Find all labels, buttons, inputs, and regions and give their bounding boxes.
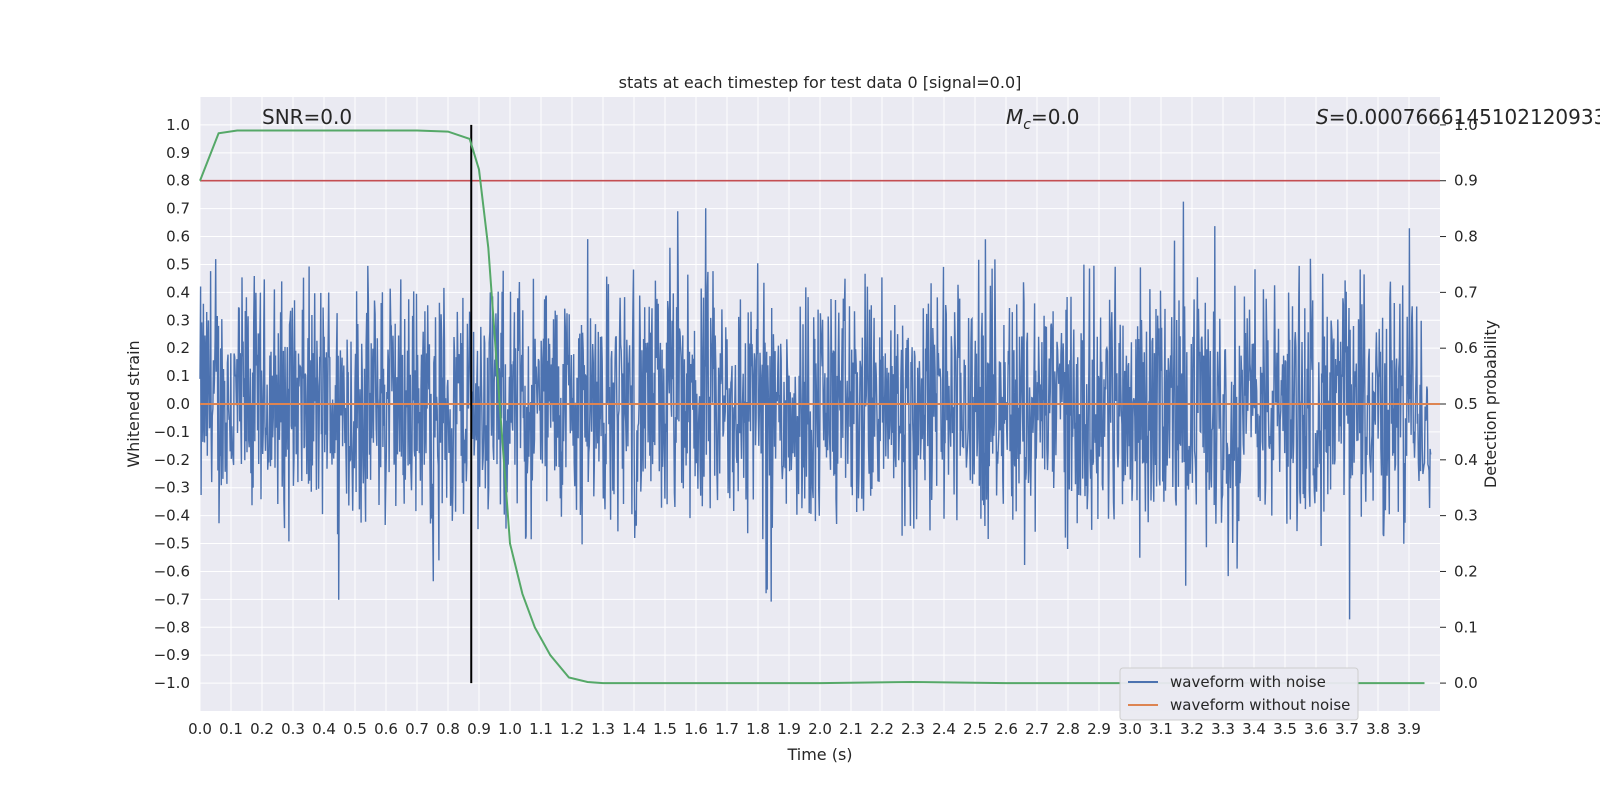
mc-symbol: M [1006,105,1023,129]
x-tick-label: 2.6 [994,720,1018,738]
y-tick-label: −0.1 [154,423,190,441]
y2-tick-label: 0.8 [1454,228,1478,246]
x-tick-label: 2.0 [808,720,832,738]
y-tick-label: 1.0 [166,116,190,134]
y-tick-label: 0.3 [166,311,190,329]
y-tick-label: 0.0 [166,395,190,413]
x-tick-label: 0.8 [436,720,460,738]
s-symbol: S [1316,105,1329,129]
y2-tick-label: 1.0 [1454,116,1478,134]
s-annotation: S=0.0007666145102120933 [1316,105,1600,129]
y-tick-label: −0.9 [154,646,190,664]
y2-tick-label: 0.9 [1454,172,1478,190]
legend-noise-label: waveform with noise [1170,673,1326,691]
x-tick-label: 3.9 [1397,720,1421,738]
y-tick-label: 0.4 [166,283,190,301]
x-tick-label: 0.4 [312,720,336,738]
x-tick-label: 0.7 [405,720,429,738]
x-tick-label: 3.7 [1335,720,1359,738]
y-tick-label: 0.9 [166,144,190,162]
x-tick-label: 1.7 [715,720,739,738]
x-tick-label: 2.1 [839,720,863,738]
y-tick-label: 0.5 [166,255,190,273]
x-tick-label: 3.1 [1149,720,1173,738]
x-tick-label: 3.5 [1273,720,1297,738]
x-tick-label: 2.3 [901,720,925,738]
x-tick-label: 3.4 [1242,720,1266,738]
x-tick-label: 1.8 [746,720,770,738]
y2-tick-label: 0.3 [1454,507,1478,525]
x-tick-label: 3.3 [1211,720,1235,738]
y2-tick-label: 0.4 [1454,451,1478,469]
y-tick-label: −0.6 [154,562,190,580]
snr-annotation: SNR=0.0 [262,105,352,129]
y-tick-label: 0.8 [166,172,190,190]
y-tick-label: −0.8 [154,618,190,636]
chart-title: stats at each timestep for test data 0 [… [619,73,1022,92]
s-value: =0.0007666145102120933 [1329,105,1600,129]
y2-tick-label: 0.6 [1454,339,1478,357]
x-tick-label: 1.6 [684,720,708,738]
reference-lines [199,124,1440,685]
mc-subscript: c [1023,117,1031,133]
y-tick-label: −1.0 [154,674,190,692]
x-axis-label: Time (s) [786,745,852,764]
x-tick-label: 1.5 [653,720,677,738]
x-tick-label: 3.2 [1180,720,1204,738]
y2-tick-label: 0.2 [1454,562,1478,580]
x-tick-label: 0.5 [343,720,367,738]
x-tick-label: 1.0 [498,720,522,738]
x-tick-label: 1.4 [622,720,646,738]
y-tick-label: 0.7 [166,200,190,218]
x-tick-label: 3.8 [1366,720,1390,738]
noise-line [199,201,1432,620]
noise-series [199,201,1432,620]
y-tick-label: −0.3 [154,479,190,497]
legend-box [1119,667,1359,721]
y2-tick-label: 0.0 [1454,674,1478,692]
x-tick-label: 2.8 [1056,720,1080,738]
ticks: 0.0 0.1 0.2 0.3 0.4 0.5 0.6 0.7 0.8 0.9 1.0 1.1 1.2 1… [154,116,1478,738]
x-tick-label: 2.2 [870,720,894,738]
x-tick-label: 2.5 [963,720,987,738]
y-axis-label: Whitened strain [124,340,143,467]
detection-probability-line [199,129,1425,685]
legend-clean-label: waveform without noise [1170,696,1350,714]
x-tick-label: 1.9 [777,720,801,738]
y-tick-label: 0.2 [166,339,190,357]
mc-value: =0.0 [1031,105,1080,129]
y-tick-label: −0.5 [154,535,190,553]
mc-annotation: Mc=0.0 [1006,105,1080,133]
x-tick-label: 0.1 [219,720,243,738]
x-tick-label: 1.2 [560,720,584,738]
y-tick-label: −0.7 [154,590,190,608]
y2-axis-label: Detection probability [1481,320,1500,488]
x-tick-label: 0.2 [250,720,274,738]
x-tick-label: 0.0 [188,720,212,738]
x-tick-label: 0.6 [374,720,398,738]
x-tick-label: 0.3 [281,720,305,738]
y-tick-label: −0.4 [154,507,190,525]
x-tick-label: 3.6 [1304,720,1328,738]
legend: waveform with noise waveform without noi… [1119,667,1359,721]
y-tick-label: 0.6 [166,228,190,246]
x-tick-label: 2.9 [1087,720,1111,738]
x-tick-label: 1.1 [529,720,553,738]
x-tick-label: 0.9 [467,720,491,738]
x-tick-label: 3.0 [1118,720,1142,738]
x-tick-label: 1.3 [591,720,615,738]
y2-tick-label: 0.5 [1454,395,1478,413]
y-tick-label: 0.1 [166,367,190,385]
y-tick-label: −0.2 [154,451,190,469]
y2-tick-label: 0.7 [1454,283,1478,301]
x-tick-label: 2.4 [932,720,956,738]
x-tick-label: 2.7 [1025,720,1049,738]
y2-tick-label: 0.1 [1454,618,1478,636]
